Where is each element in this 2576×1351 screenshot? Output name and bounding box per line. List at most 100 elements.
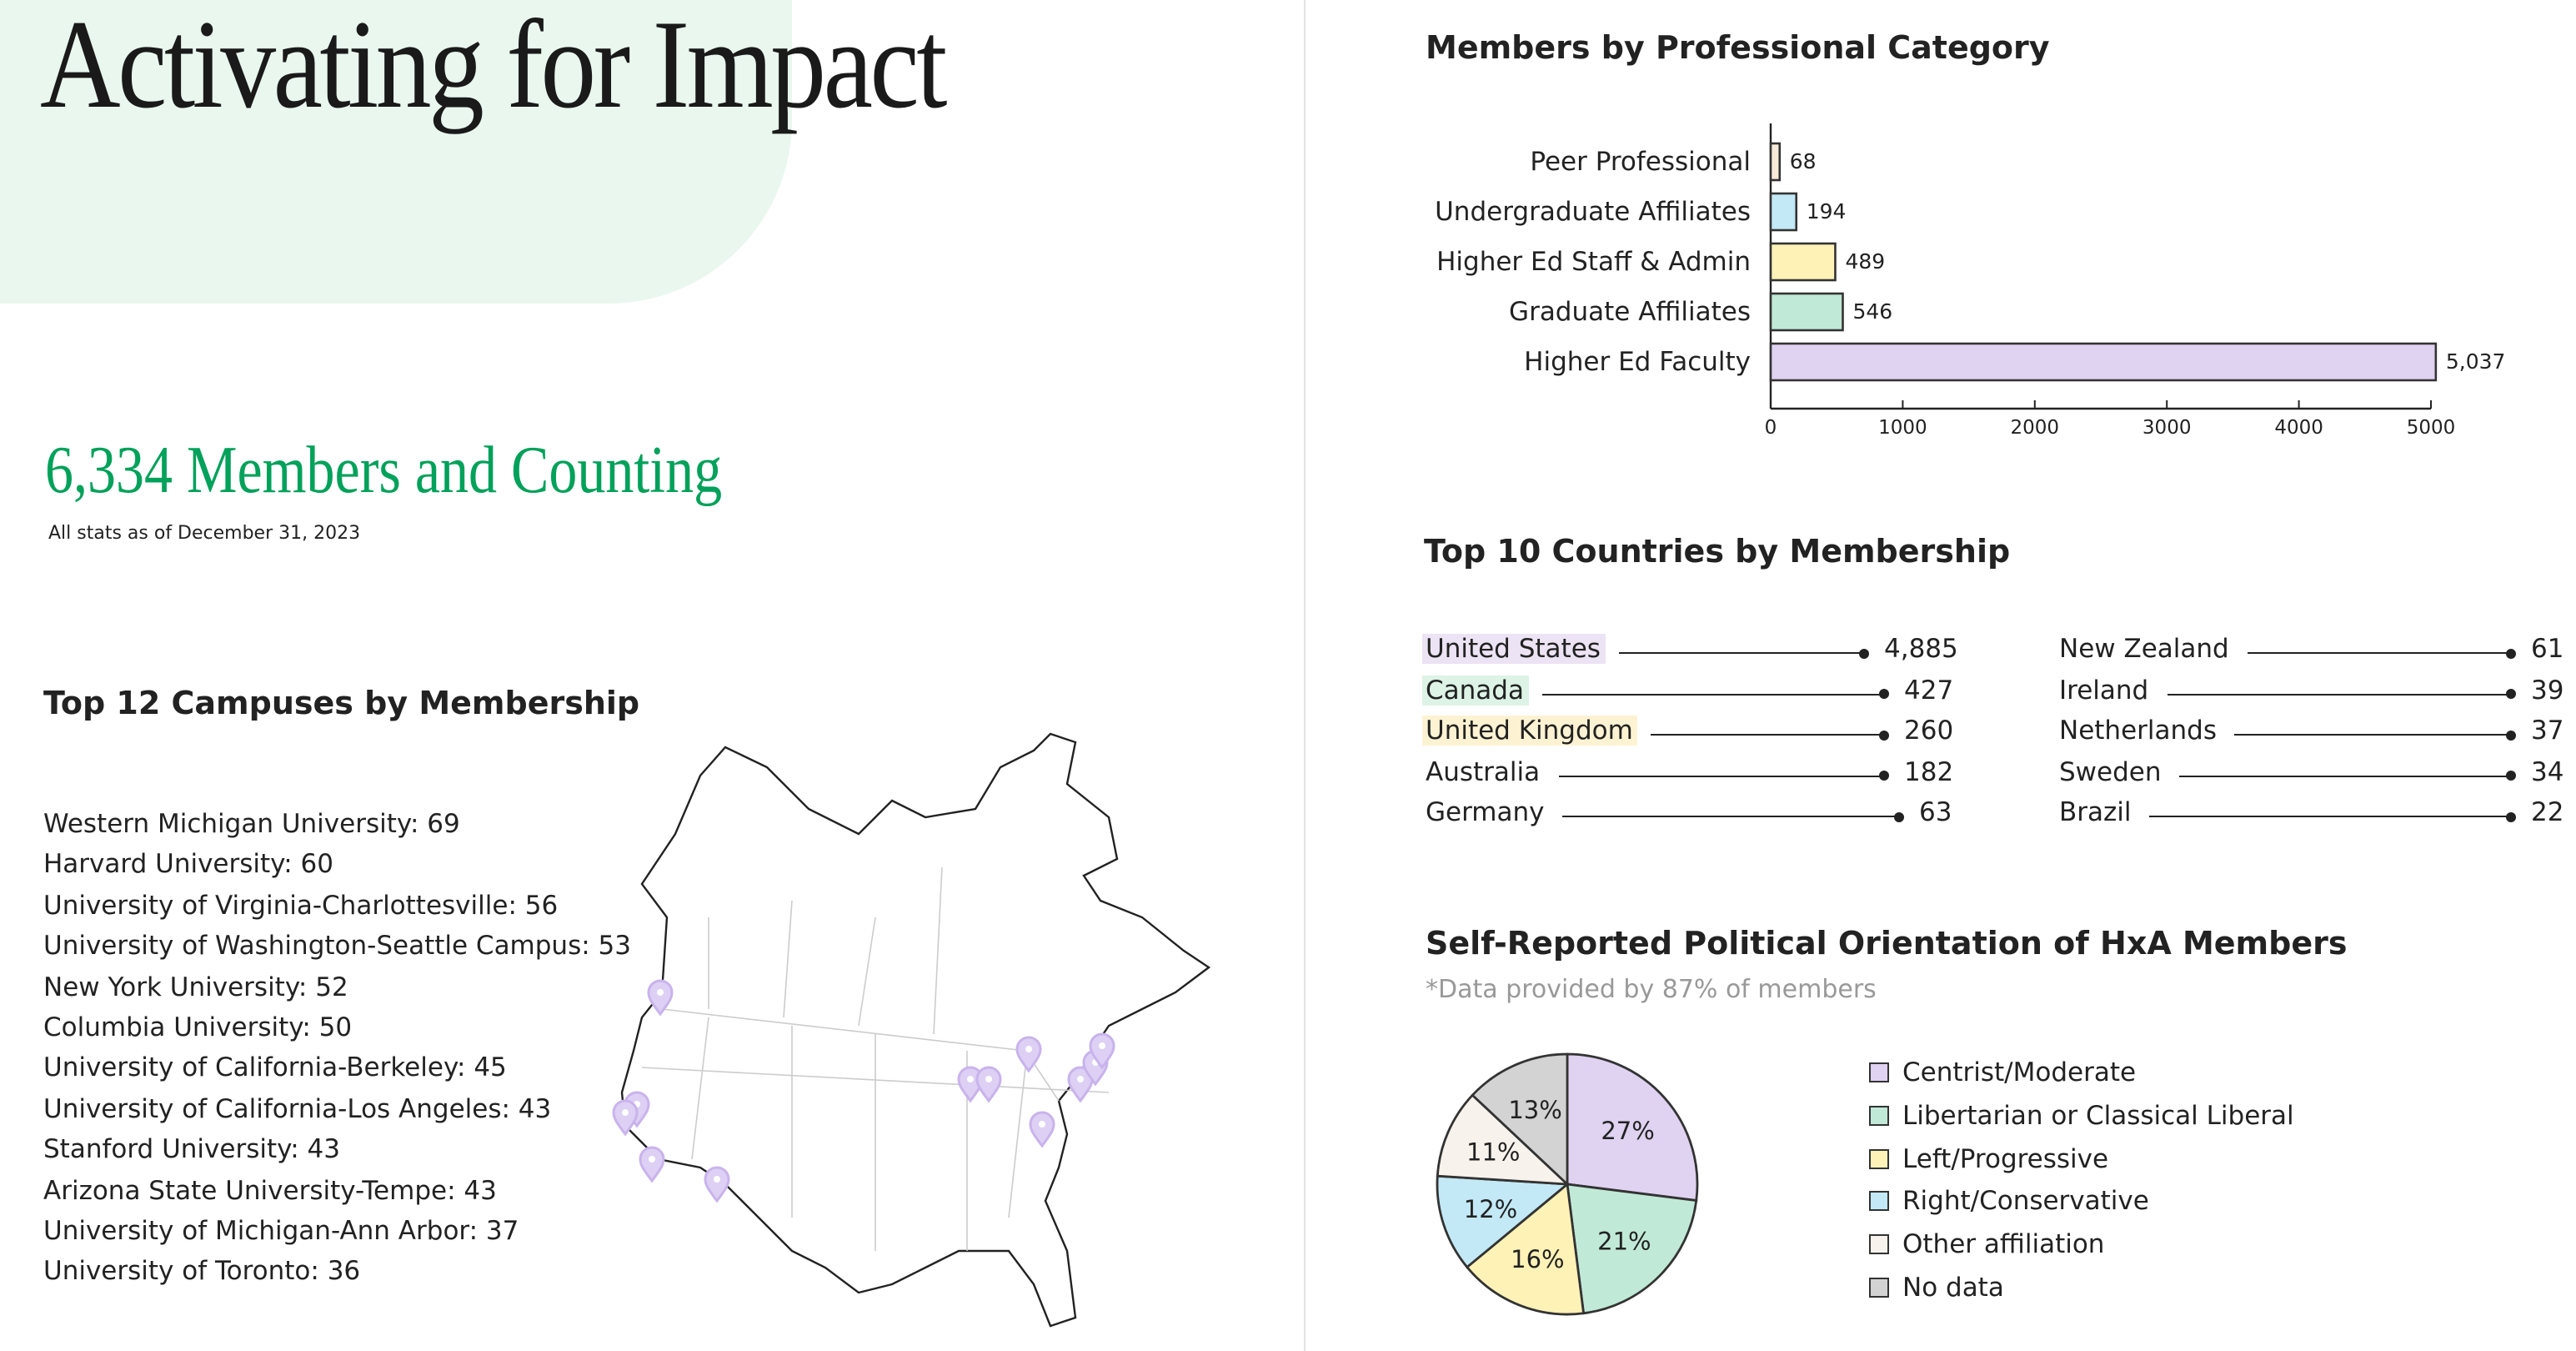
x-tick-label: 4000 (2274, 417, 2323, 439)
country-row: Ireland 39 (2056, 675, 2576, 711)
bar-value-label: 489 (1845, 249, 1885, 274)
bar (1769, 142, 1782, 182)
country-value: 39 (2531, 675, 2564, 705)
campus-item: Stanford University: 43 (43, 1134, 340, 1165)
campus-list: Western Michigan University: 69 Harvard U… (43, 804, 631, 1293)
country-leader-line (1542, 693, 1884, 696)
members-headline: 6,334 Members and Counting (45, 432, 723, 507)
pie-slice-label: 13% (1508, 1096, 1561, 1124)
bar-category-label: Higher Ed Faculty (1524, 347, 1751, 377)
country-row: Germany 63 (1422, 797, 1982, 834)
bar (1769, 192, 1798, 232)
country-dot (1879, 689, 1889, 699)
map-pin-icon[interactable] (639, 1146, 665, 1183)
country-name: Netherlands (2059, 716, 2217, 746)
legend-swatch (1869, 1191, 1889, 1212)
country-name: Ireland (2059, 675, 2149, 705)
pie-slice-label: 11% (1466, 1138, 1520, 1167)
country-value: 4,885 (1884, 634, 1958, 664)
legend-item: Other affiliation (1869, 1229, 2104, 1259)
country-leader-line (2248, 652, 2511, 655)
pie-slice-label: 12% (1464, 1195, 1517, 1223)
country-leader-line (1562, 816, 1899, 818)
country-row: Sweden 34 (2056, 756, 2576, 793)
stats-date: All stats as of December 31, 2023 (48, 522, 361, 544)
column-divider (1304, 0, 1306, 1351)
country-leader-line (1619, 652, 1864, 655)
country-leader-line (2168, 693, 2511, 696)
map-pin-icon[interactable] (1067, 1066, 1094, 1103)
country-name: Sweden (2059, 756, 2162, 786)
map-pin-icon[interactable] (975, 1066, 1002, 1103)
country-row: Australia 182 (1422, 756, 1967, 793)
legend-item: Right/Conservative (1869, 1187, 2149, 1217)
x-tick-label: 0 (1765, 417, 1777, 439)
campus-item: University of California-Berkeley: 45 (43, 1052, 507, 1083)
bar (1769, 342, 2438, 382)
map-pin-icon[interactable] (1029, 1111, 1055, 1148)
pie-slice-label: 21% (1597, 1227, 1651, 1255)
legend-label: Left/Progressive (1902, 1143, 2109, 1174)
country-dot (1894, 811, 1904, 821)
map-pin-icon[interactable] (612, 1099, 639, 1137)
x-tick-label: 2000 (2011, 417, 2060, 439)
country-dot (1879, 730, 1889, 740)
political-chart-title: Self-Reported Political Orientation of H… (1426, 926, 2348, 962)
campus-item: University of California-Los Angeles: 43 (43, 1093, 552, 1124)
page-title: Activating for Impact (40, 0, 947, 135)
campus-item: University of Washington-Seattle Campus:… (43, 931, 631, 962)
category-bar-chart: Peer Professional 68 Undergraduate Affilia… (1435, 123, 2505, 439)
country-name: Brazil (2059, 797, 2132, 827)
legend-swatch (1869, 1278, 1889, 1298)
political-pie-chart: 27% 21% 16% 12% 11% 13% (1436, 1052, 1699, 1316)
country-leader-line (1651, 734, 1884, 736)
map-outline (620, 732, 1211, 1328)
category-chart-title: Members by Professional Category (1426, 30, 2050, 67)
country-name: United States (1422, 634, 1606, 664)
bar (1769, 242, 1837, 282)
pie-slice-label: 27% (1601, 1117, 1654, 1145)
country-value: 260 (1904, 716, 1954, 746)
country-name: New Zealand (2059, 634, 2229, 664)
political-data-note: *Data provided by 87% of members (1426, 974, 1877, 1004)
campus-item: Western Michigan University: 69 (43, 809, 460, 839)
bar-category-label: Undergraduate Affiliates (1435, 197, 1751, 227)
legend-item: Centrist/Moderate (1869, 1057, 2136, 1087)
x-tick-label: 3000 (2142, 417, 2192, 439)
country-row: Canada 427 (1422, 675, 1967, 711)
country-value: 37 (2531, 716, 2564, 746)
legend-swatch (1869, 1148, 1889, 1169)
bar-category-label: Peer Professional (1530, 147, 1751, 177)
country-dot (1879, 771, 1889, 781)
country-name: Canada (1422, 675, 1529, 705)
map-pin-icon[interactable] (647, 979, 674, 1017)
country-value: 34 (2531, 756, 2564, 786)
country-leader-line (1559, 775, 1884, 777)
campus-item: University of Michigan-Ann Arbor: 37 (43, 1216, 519, 1247)
bar-category-label: Graduate Affiliates (1509, 297, 1751, 327)
map-pin-icon[interactable] (1015, 1036, 1042, 1073)
legend-item: Libertarian or Classical Liberal (1869, 1101, 2294, 1131)
pie-slice-label: 16% (1511, 1245, 1564, 1273)
campus-item: Columbia University: 50 (43, 1012, 353, 1043)
pie-slice (1566, 1052, 1699, 1203)
pie-slice (1465, 1182, 1586, 1316)
country-leader-line (2234, 734, 2511, 736)
x-tick-label: 1000 (1878, 417, 1927, 439)
country-dot (2506, 648, 2516, 658)
country-row: United Kingdom 260 (1422, 716, 1967, 752)
country-value: 427 (1904, 675, 1954, 705)
x-tick-label: 5000 (2407, 417, 2456, 439)
pie-slice (1471, 1052, 1569, 1188)
bar-value-label: 546 (1852, 299, 1892, 324)
pie-slice (1436, 1093, 1571, 1186)
map-pin-icon[interactable] (704, 1166, 730, 1203)
legend-label: No data (1902, 1273, 2004, 1303)
country-value: 22 (2531, 797, 2564, 827)
country-row: New Zealand 61 (2056, 634, 2576, 670)
country-value: 61 (2531, 634, 2564, 664)
country-dot (2506, 811, 2516, 821)
bar-value-label: 194 (1807, 199, 1847, 223)
map-pin-icon[interactable] (1089, 1032, 1115, 1070)
